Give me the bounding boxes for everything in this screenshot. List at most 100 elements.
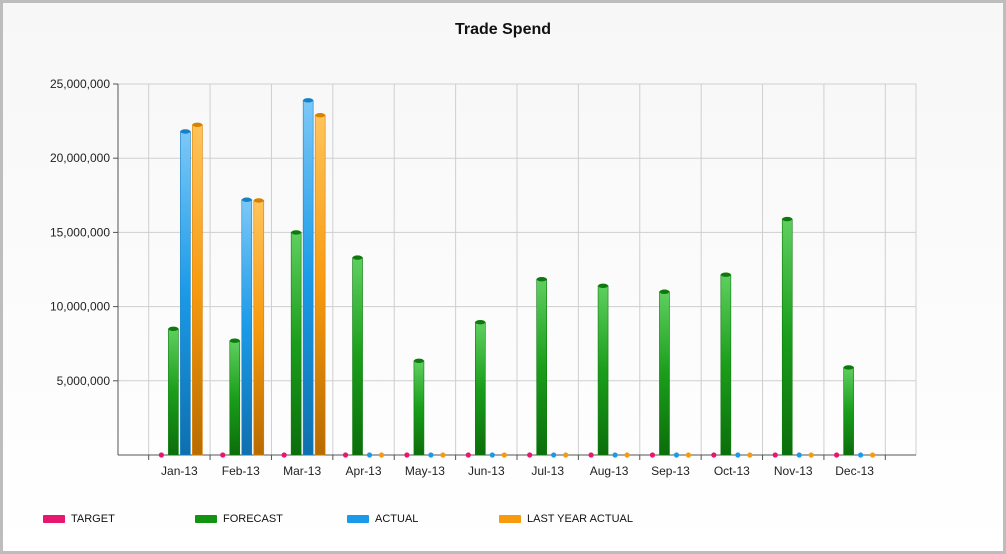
bar-target-zero-marker bbox=[527, 452, 533, 458]
x-tick-label: Apr-13 bbox=[346, 464, 382, 478]
bar-last-year-actual-zero-marker bbox=[624, 452, 630, 458]
bar-forecast bbox=[843, 367, 854, 456]
bar-actual-zero-marker bbox=[612, 452, 618, 458]
bar-actual-zero-marker bbox=[428, 452, 434, 458]
x-tick-label: Aug-13 bbox=[590, 464, 629, 478]
legend-label-forecast: FORECAST bbox=[223, 513, 283, 525]
bar-last-year-actual bbox=[253, 200, 265, 456]
bar-actual-zero-marker bbox=[673, 452, 680, 458]
bar-cap-forecast bbox=[168, 326, 179, 332]
bar-cap-forecast bbox=[413, 358, 424, 363]
legend-label-actual: ACTUAL bbox=[375, 513, 419, 525]
x-tick-label: Sep-13 bbox=[651, 464, 690, 478]
bar-last-year-actual-zero-marker bbox=[747, 452, 753, 458]
legend: TARGET FORECAST ACTUAL LAST YEAR ACTUAL bbox=[43, 513, 679, 525]
bar-target-zero-marker bbox=[404, 452, 410, 458]
bar-actual-zero-marker bbox=[735, 452, 741, 458]
x-tick-label: Oct-13 bbox=[714, 464, 750, 478]
bar-cap-actual bbox=[303, 98, 314, 103]
x-tick-label: Jun-13 bbox=[468, 464, 505, 478]
bar-last-year-actual-zero-marker bbox=[440, 452, 446, 458]
bar-actual-zero-marker bbox=[489, 452, 495, 458]
bar-target-zero-marker bbox=[649, 452, 656, 458]
bar-forecast bbox=[290, 232, 302, 456]
x-tick-label: May-13 bbox=[405, 464, 445, 478]
grid-lines bbox=[117, 83, 917, 456]
bar-target-zero-marker bbox=[772, 452, 778, 458]
bar-cap-actual bbox=[241, 197, 252, 202]
legend-item-target[interactable]: TARGET bbox=[43, 513, 195, 525]
bar-target-zero-marker bbox=[834, 452, 840, 458]
bar-cap-forecast bbox=[843, 365, 854, 370]
legend-label-last-year-actual: LAST YEAR ACTUAL bbox=[527, 513, 633, 525]
y-tick-label: 15,000,000 bbox=[50, 225, 110, 239]
bar-last-year-actual-zero-marker bbox=[378, 452, 385, 458]
bar-actual-zero-marker bbox=[551, 452, 557, 458]
bar-forecast bbox=[475, 321, 486, 456]
bar-forecast bbox=[168, 328, 179, 456]
chart-svg: Trade Spend 5,000,000 10,000,000 15,000,00… bbox=[50, 21, 917, 478]
bar-target-zero-marker bbox=[281, 452, 287, 458]
bar-forecast bbox=[413, 360, 425, 456]
bar-cap-forecast bbox=[475, 319, 486, 325]
bar-cap-forecast bbox=[536, 276, 547, 282]
x-tick-label: Jan-13 bbox=[161, 464, 198, 478]
bar-target-zero-marker bbox=[711, 452, 717, 458]
y-tick-label: 25,000,000 bbox=[50, 77, 110, 91]
bar-target-zero-marker bbox=[342, 452, 349, 458]
bar-actual bbox=[180, 131, 191, 456]
x-tick-label: Nov-13 bbox=[774, 464, 813, 478]
bar-forecast bbox=[720, 274, 732, 456]
bar-actual-zero-marker bbox=[858, 452, 864, 458]
bar-forecast bbox=[597, 285, 609, 456]
x-tick-label: Dec-13 bbox=[835, 464, 874, 478]
bar-forecast bbox=[229, 340, 241, 456]
bar-cap-forecast bbox=[659, 289, 670, 294]
x-axis: Jan-13 Feb-13 Mar-13 Apr-13 May-13 Jun-13 Jul-… bbox=[148, 455, 886, 478]
y-axis: 5,000,000 10,000,000 15,000,000 20,000,000 2… bbox=[50, 77, 118, 388]
bar-cap-forecast bbox=[229, 338, 240, 343]
legend-item-forecast[interactable]: FORECAST bbox=[195, 513, 347, 525]
y-tick-label: 20,000,000 bbox=[50, 151, 110, 165]
bar-target-zero-marker bbox=[158, 452, 164, 458]
bar-cap-forecast bbox=[782, 216, 793, 222]
bar-cap-forecast bbox=[291, 230, 302, 235]
chart-title: Trade Spend bbox=[455, 21, 551, 38]
bar-forecast bbox=[781, 218, 793, 456]
y-tick-label: 5,000,000 bbox=[57, 374, 111, 388]
bar-forecast bbox=[352, 257, 363, 456]
legend-swatch-actual bbox=[347, 515, 369, 523]
bar-cap-last-year-actual bbox=[192, 122, 203, 128]
bar-last-year-actual-zero-marker bbox=[501, 452, 507, 458]
bar-cap-last-year-actual bbox=[315, 112, 326, 118]
bar-cap-last-year-actual bbox=[253, 198, 264, 203]
legend-swatch-forecast bbox=[195, 515, 217, 523]
bar-last-year-actual-zero-marker bbox=[563, 452, 569, 458]
bar-group bbox=[158, 98, 876, 458]
bar-target-zero-marker bbox=[465, 452, 471, 458]
bar-target-zero-marker bbox=[220, 452, 226, 458]
bar-cap-forecast bbox=[720, 272, 731, 277]
bar-last-year-actual bbox=[314, 114, 326, 456]
bar-cap-forecast bbox=[352, 255, 363, 260]
bar-target-zero-marker bbox=[588, 452, 594, 458]
legend-swatch-target bbox=[43, 515, 65, 523]
bar-forecast bbox=[536, 278, 547, 456]
legend-item-actual[interactable]: ACTUAL bbox=[347, 513, 499, 525]
bar-last-year-actual-zero-marker bbox=[808, 452, 814, 458]
bar-actual-zero-marker bbox=[796, 452, 802, 458]
bar-last-year-actual bbox=[192, 124, 203, 456]
bar-actual bbox=[241, 199, 253, 456]
bar-cap-forecast bbox=[598, 283, 609, 289]
bar-actual bbox=[302, 100, 314, 456]
bar-cap-actual bbox=[180, 129, 191, 134]
x-tick-label: Jul-13 bbox=[531, 464, 564, 478]
x-tick-label: Mar-13 bbox=[283, 464, 321, 478]
bar-forecast bbox=[659, 291, 670, 456]
y-tick-label: 10,000,000 bbox=[50, 300, 110, 314]
bar-last-year-actual-zero-marker bbox=[870, 452, 876, 458]
bar-actual-zero-marker bbox=[366, 452, 373, 458]
bar-last-year-actual-zero-marker bbox=[685, 452, 692, 458]
legend-label-target: TARGET bbox=[71, 513, 115, 525]
legend-item-last-year-actual[interactable]: LAST YEAR ACTUAL bbox=[499, 513, 679, 525]
